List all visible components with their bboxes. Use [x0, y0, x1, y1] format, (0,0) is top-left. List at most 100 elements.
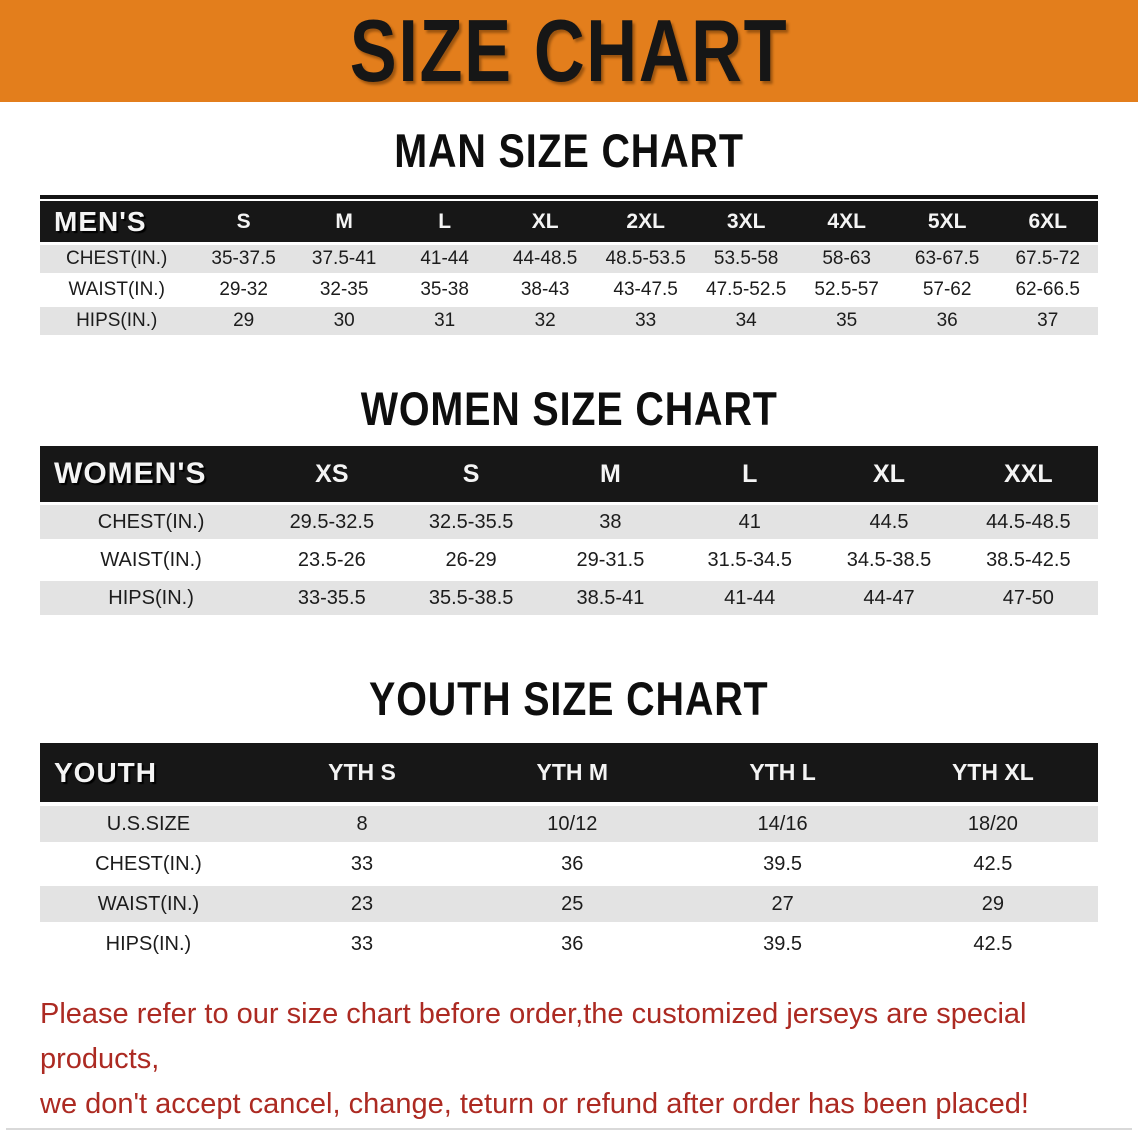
- youth-heading-text: YOUTH SIZE CHART: [369, 672, 769, 725]
- men-size-column-header: M: [293, 201, 395, 245]
- size-value-cell: 41-44: [394, 245, 495, 276]
- men-size-column-header: 6XL: [997, 201, 1098, 245]
- size-value-cell: 53.5-58: [695, 245, 797, 276]
- size-value-cell: 33: [256, 926, 468, 966]
- size-value-cell: 35-38: [394, 276, 495, 307]
- size-value-cell: 32-35: [293, 276, 395, 307]
- size-value-cell: 26-29: [401, 543, 541, 581]
- women-section-heading: WOMEN SIZE CHART: [0, 385, 1138, 432]
- notice-line-2: we don't accept cancel, change, teturn o…: [40, 1088, 1029, 1120]
- size-value-cell: 35.5-38.5: [401, 581, 541, 619]
- measure-label: CHEST(IN.): [40, 245, 194, 276]
- women-table-row: CHEST(IN.) 29.5-32.5 32.5-35.5 38 41 44.5 44.5…: [40, 505, 1098, 543]
- women-size-column-header: M: [540, 446, 681, 505]
- men-table-row: WAIST(IN.) 29-32 32-35 35-38 38-43 43-47.5 47.…: [40, 276, 1098, 307]
- size-value-cell: 32.5-35.5: [401, 505, 541, 543]
- size-value-cell: 57-62: [896, 276, 998, 307]
- size-value-cell: 47.5-52.5: [695, 276, 797, 307]
- size-value-cell: 37.5-41: [293, 245, 395, 276]
- footer-notice: Please refer to our size chart before or…: [40, 992, 1138, 1127]
- women-size-column-header: XS: [262, 446, 402, 505]
- measure-label: WAIST(IN.): [40, 276, 194, 307]
- men-table-row: CHEST(IN.) 35-37.5 37.5-41 41-44 44-48.5 48.5…: [40, 245, 1098, 276]
- size-value-cell: 39.5: [677, 846, 888, 886]
- size-value-cell: 35: [796, 307, 897, 338]
- size-value-cell: 33: [595, 307, 696, 338]
- size-value-cell: 29.5-32.5: [262, 505, 402, 543]
- size-value-cell: 67.5-72: [997, 245, 1098, 276]
- youth-size-column-header: YTH L: [677, 743, 888, 806]
- size-value-cell: 25: [467, 886, 678, 926]
- size-value-cell: 23: [256, 886, 468, 926]
- youth-table-row: U.S.SIZE 8 10/12 14/16 18/20: [40, 806, 1098, 846]
- size-value-cell: 44.5: [819, 505, 959, 543]
- size-value-cell: 31.5-34.5: [680, 543, 820, 581]
- youth-table-row: HIPS(IN.) 33 36 39.5 42.5: [40, 926, 1098, 966]
- men-section-heading: MAN SIZE CHART: [0, 127, 1138, 174]
- size-value-cell: 29-32: [193, 276, 294, 307]
- size-value-cell: 37: [997, 307, 1098, 338]
- size-value-cell: 34.5-38.5: [819, 543, 959, 581]
- youth-header-label: YOUTH: [40, 743, 257, 806]
- women-table-row: HIPS(IN.) 33-35.5 35.5-38.5 38.5-41 41-44 44-…: [40, 581, 1098, 619]
- size-value-cell: 39.5: [677, 926, 888, 966]
- measure-label: HIPS(IN.): [40, 581, 263, 619]
- youth-size-table: YOUTH YTH S YTH M YTH L YTH XL U.S.SIZE 8 10/12…: [40, 743, 1098, 966]
- women-header-label: WOMEN'S: [40, 446, 263, 505]
- notice-line-1: Please refer to our size chart before or…: [40, 998, 1027, 1075]
- men-header-label: MEN'S: [40, 201, 194, 245]
- men-size-column-header: XL: [494, 201, 596, 245]
- size-value-cell: 30: [293, 307, 395, 338]
- measure-label: CHEST(IN.): [40, 505, 263, 543]
- women-size-column-header: S: [401, 446, 541, 505]
- women-heading-text: WOMEN SIZE CHART: [360, 382, 778, 435]
- men-heading-text: MAN SIZE CHART: [394, 124, 744, 177]
- size-value-cell: 32: [494, 307, 596, 338]
- size-value-cell: 29-31.5: [540, 543, 681, 581]
- size-value-cell: 44-47: [819, 581, 959, 619]
- size-value-cell: 27: [677, 886, 888, 926]
- size-value-cell: 29: [193, 307, 294, 338]
- size-value-cell: 23.5-26: [262, 543, 402, 581]
- youth-size-column-header: YTH M: [467, 743, 678, 806]
- men-size-column-header: 2XL: [595, 201, 696, 245]
- youth-size-column-header: YTH S: [256, 743, 468, 806]
- men-size-column-header: 4XL: [796, 201, 897, 245]
- size-value-cell: 14/16: [677, 806, 888, 846]
- women-header-row: WOMEN'S XS S M L XL XXL: [40, 446, 1098, 505]
- size-value-cell: 36: [467, 926, 678, 966]
- men-size-table: MEN'S S M L XL 2XL 3XL 4XL 5XL 6XL CHEST(IN.) 35-37…: [40, 201, 1098, 338]
- size-value-cell: 38.5-41: [540, 581, 681, 619]
- youth-section-heading: YOUTH SIZE CHART: [0, 675, 1138, 722]
- women-size-table: WOMEN'S XS S M L XL XXL CHEST(IN.) 29.5-32.5 32.5…: [40, 446, 1098, 619]
- men-size-column-header: 3XL: [695, 201, 797, 245]
- size-value-cell: 52.5-57: [796, 276, 897, 307]
- women-table-row: WAIST(IN.) 23.5-26 26-29 29-31.5 31.5-34.5 34…: [40, 543, 1098, 581]
- size-value-cell: 18/20: [887, 806, 1098, 846]
- banner: SIZE CHART: [0, 0, 1138, 102]
- men-header-row: MEN'S S M L XL 2XL 3XL 4XL 5XL 6XL: [40, 201, 1098, 245]
- size-value-cell: 42.5: [887, 846, 1098, 886]
- size-value-cell: 33: [256, 846, 468, 886]
- men-size-column-header: 5XL: [896, 201, 998, 245]
- size-value-cell: 44-48.5: [494, 245, 596, 276]
- measure-label: WAIST(IN.): [40, 543, 263, 581]
- youth-table-row: CHEST(IN.) 33 36 39.5 42.5: [40, 846, 1098, 886]
- size-value-cell: 34: [695, 307, 797, 338]
- size-value-cell: 31: [394, 307, 495, 338]
- youth-header-row: YOUTH YTH S YTH M YTH L YTH XL: [40, 743, 1098, 806]
- size-value-cell: 29: [887, 886, 1098, 926]
- size-value-cell: 41: [680, 505, 820, 543]
- size-value-cell: 41-44: [680, 581, 820, 619]
- size-value-cell: 44.5-48.5: [958, 505, 1098, 543]
- women-size-column-header: XL: [819, 446, 959, 505]
- women-size-column-header: L: [680, 446, 820, 505]
- size-value-cell: 8: [256, 806, 468, 846]
- measure-label: CHEST(IN.): [40, 846, 257, 886]
- men-size-column-header: S: [193, 201, 294, 245]
- size-value-cell: 38: [540, 505, 681, 543]
- women-size-column-header: XXL: [958, 446, 1098, 505]
- men-table-row: HIPS(IN.) 29 30 31 32 33 34 35 36 37: [40, 307, 1098, 338]
- banner-title: SIZE CHART: [349, 1, 789, 100]
